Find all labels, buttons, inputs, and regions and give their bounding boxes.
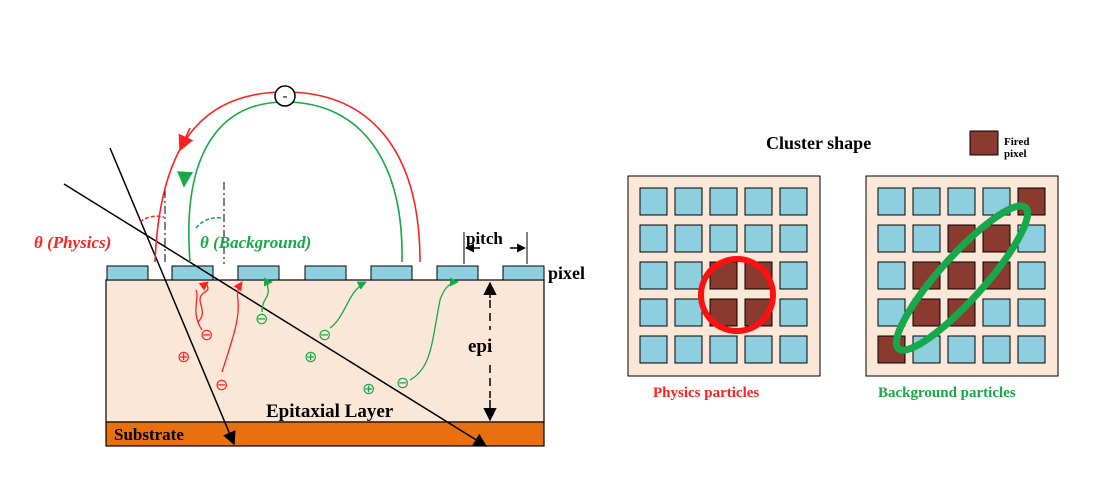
pixel-cell	[639, 335, 668, 364]
pixel-cell	[674, 224, 703, 253]
pixel-cell	[912, 224, 941, 253]
pixel-cell	[947, 335, 976, 364]
pixel-pad	[370, 265, 413, 281]
physics-track	[109, 147, 236, 446]
pitch-label: pitch	[466, 229, 503, 248]
pixel-cell	[639, 261, 668, 290]
pixel-cell	[779, 187, 808, 216]
angle-arc-physics	[139, 215, 165, 223]
fired-pixel-legend-swatch	[969, 130, 999, 156]
electron-symbol: ⊖	[396, 373, 409, 392]
cluster-shape-panel: Cluster shape Fired pixel Physics partic…	[627, 130, 1059, 401]
electron-symbol: ⊖	[255, 309, 268, 328]
pixel-cell	[1017, 335, 1046, 364]
electron-symbol: ⊖	[318, 325, 331, 344]
pixel-cell	[709, 187, 738, 216]
background-cluster-ellipse	[892, 202, 1032, 354]
pixel-cell	[912, 187, 941, 216]
pixel-label: pixel	[548, 263, 585, 283]
fired-pixel-cell	[1017, 187, 1046, 216]
pixel-pad	[502, 265, 545, 281]
pixel-cell	[639, 224, 668, 253]
pixel-pad	[237, 265, 280, 281]
red-loop	[154, 91, 286, 263]
green-loop-arrow	[177, 171, 194, 188]
pixel-cell	[779, 224, 808, 253]
pixel-cell	[1017, 298, 1046, 327]
pixel-cell	[877, 224, 906, 253]
pixel-cell	[779, 261, 808, 290]
pixel-cell	[779, 298, 808, 327]
fired-pixel-cell	[982, 224, 1011, 253]
red-loop-arrow	[178, 127, 194, 152]
cluster-shape-title: Cluster shape	[766, 133, 871, 153]
epitaxial-layer-label: Epitaxial Layer	[266, 401, 394, 422]
pixel-cell	[1017, 261, 1046, 290]
electron-circle-sign: -	[282, 89, 287, 105]
pixel-cell	[744, 187, 773, 216]
substrate-label: Substrate	[114, 425, 184, 444]
red-drift	[195, 289, 203, 331]
pixel-cell	[674, 261, 703, 290]
pixel-pad	[436, 265, 479, 281]
angle-arc-background	[195, 216, 223, 229]
epi-label: epi	[468, 336, 492, 357]
epitaxial-layer	[105, 279, 545, 423]
pixel-cell	[639, 187, 668, 216]
background-cluster-grid	[877, 187, 1046, 364]
pixel-cell	[709, 335, 738, 364]
electron-symbol: ⊖	[215, 375, 228, 394]
green-loop	[284, 101, 403, 263]
pixel-cell	[709, 224, 738, 253]
pixel-cell	[744, 224, 773, 253]
background-track	[63, 183, 488, 447]
theta-background-label: θ (Background)	[200, 233, 311, 252]
green-drift	[329, 281, 367, 329]
pixel-cell	[877, 261, 906, 290]
pixel-pad	[106, 265, 149, 281]
pixel-cell	[779, 335, 808, 364]
fired-pixel-legend-label: Fired	[1004, 136, 1029, 148]
theta-physics-label: θ (Physics)	[34, 233, 111, 252]
pixel-cell	[674, 298, 703, 327]
green-loop	[188, 101, 286, 263]
pixel-row	[106, 265, 545, 281]
pixel-cell	[674, 187, 703, 216]
pixel-cell	[877, 187, 906, 216]
detector-cross-section: pitch pixel epi Epitaxial Layer Substrat…	[34, 85, 585, 447]
substrate-layer	[105, 421, 545, 447]
green-drift	[409, 277, 459, 381]
physics-cluster-grid	[639, 187, 808, 364]
red-drift	[221, 281, 243, 373]
green-drift	[261, 277, 273, 313]
pixel-cell	[947, 187, 976, 216]
hole-symbol: ⊕	[177, 347, 190, 366]
background-particles-label: Background particles	[878, 385, 1016, 401]
hole-symbol: ⊕	[362, 379, 375, 398]
electron-circle	[274, 85, 296, 107]
physics-particles-label: Physics particles	[653, 385, 759, 401]
fired-pixel-legend-label: pixel	[1004, 148, 1027, 160]
pixel-cell	[982, 335, 1011, 364]
pixel-cell	[639, 298, 668, 327]
pixel-pad	[304, 265, 347, 281]
red-drift	[197, 281, 209, 323]
hole-symbol: ⊕	[304, 347, 317, 366]
pixel-cell	[982, 298, 1011, 327]
pixel-cell	[674, 335, 703, 364]
fired-pixel-cell	[947, 261, 976, 290]
electron-symbol: ⊖	[200, 325, 213, 344]
pixel-cell	[744, 335, 773, 364]
red-loop	[284, 91, 421, 263]
physics-cluster-circle	[698, 256, 776, 334]
